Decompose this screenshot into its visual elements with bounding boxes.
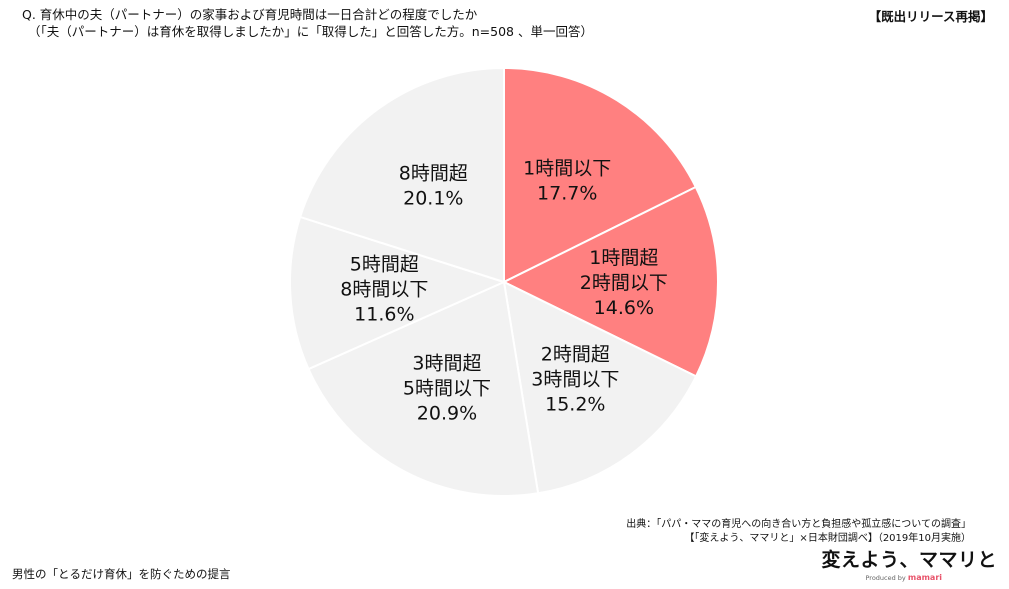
question-line-2: （「夫（パートナー）は育休を取得しましたか」に「取得した」と回答した方。n=50… — [28, 24, 593, 39]
pie-category-label: 8時間超 — [399, 163, 468, 185]
pie-label-2: 1時間超 2時間以下 14.6% — [580, 247, 668, 319]
pie-label-1: 1時間以下 17.7% — [523, 158, 611, 205]
pie-category-label: 1時間以下 — [523, 158, 611, 180]
pie-value-label: 17.7% — [537, 183, 597, 205]
pie-value-label: 15.2% — [545, 393, 605, 415]
source-line-2: 【「変えよう、ママリと」×日本財団調べ】（2019年10月実施） — [684, 533, 971, 544]
mamari-logo: 変えよう、ママリと Produced by mamari — [821, 545, 997, 582]
pie-label-5: 5時間超 8時間以下 11.6% — [340, 254, 428, 326]
source-note: 出典：「パパ・ママの育児への向き合い方と負担感や孤立感についての調査」 【「変え… — [626, 518, 971, 546]
pie-slice-4 — [307, 280, 540, 497]
pie-category-label: 2時間以下 — [580, 272, 668, 294]
pie-category-label: 5時間以下 — [403, 377, 491, 399]
pie-slice-1 — [503, 66, 698, 284]
logo-main-text: 変えよう、ママリと — [821, 549, 997, 571]
pie-category-label: 3時間以下 — [531, 368, 619, 390]
logo-sub-brand: mamari — [907, 573, 943, 582]
pie-value-label: 11.6% — [354, 304, 414, 326]
logo-sub-text: Produced by mamari — [865, 573, 997, 582]
release-badge: 【既出リリース再掲】 — [868, 9, 993, 24]
footer-text: 男性の「とるだけ育休」を防ぐための提言 — [12, 567, 231, 581]
question-line-1: Q. 育休中の夫（パートナー）の家事および育児時間は一日合計どの程度でしたか — [22, 7, 478, 22]
source-line-1: 出典：「パパ・ママの育児への向き合い方と負担感や孤立感についての調査」 — [626, 519, 971, 530]
pie-label-4: 3時間超 5時間以下 20.9% — [403, 352, 491, 424]
pie-slice-3 — [502, 280, 698, 495]
pie-label-3: 2時間超 3時間以下 15.2% — [531, 343, 619, 415]
pie-category-label: 5時間超 — [350, 254, 419, 276]
pie-value-label: 20.9% — [417, 402, 477, 424]
pie-category-label: 1時間超 — [589, 247, 658, 269]
pie-category-label: 2時間超 — [541, 343, 610, 365]
pie-value-label: 14.6% — [594, 297, 654, 319]
pie-label-6: 8時間超 20.1% — [399, 163, 468, 210]
question-text: Q. 育休中の夫（パートナー）の家事および育児時間は一日合計どの程度でしたか （… — [22, 6, 593, 40]
logo-sub-prefix: Produced by — [865, 574, 906, 582]
pie-slice-2 — [501, 185, 719, 378]
pie-category-label: 3時間超 — [412, 352, 481, 374]
pie-category-label: 8時間以下 — [340, 279, 428, 301]
pie-slice-5 — [289, 215, 507, 371]
pie-value-label: 20.1% — [403, 188, 463, 210]
pie-slice-6 — [298, 66, 505, 284]
